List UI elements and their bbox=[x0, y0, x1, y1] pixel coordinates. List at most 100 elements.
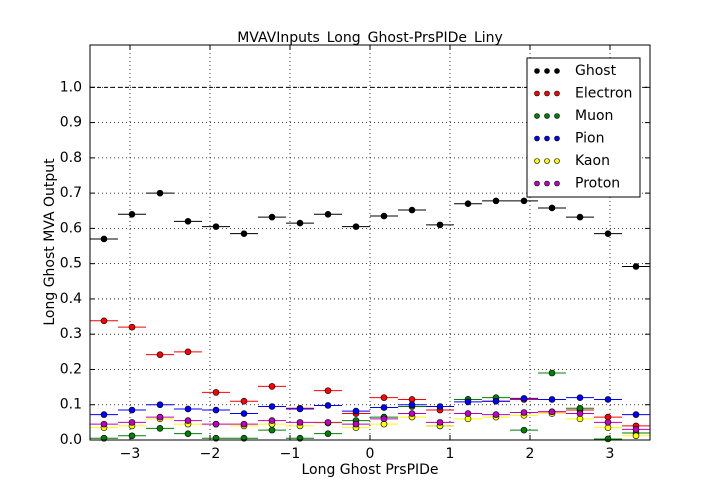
data-point bbox=[156, 413, 164, 421]
y-tick-label: 0.1 bbox=[60, 397, 82, 413]
legend-marker bbox=[534, 90, 540, 97]
data-point bbox=[212, 406, 220, 414]
data-point bbox=[380, 394, 388, 401]
y-tick-label: 0.7 bbox=[60, 185, 82, 201]
data-point bbox=[240, 230, 248, 237]
data-point bbox=[156, 401, 164, 409]
y-tick-label: 0.5 bbox=[60, 256, 82, 272]
data-point bbox=[492, 397, 500, 405]
legend-marker bbox=[544, 135, 550, 142]
data-point bbox=[464, 398, 472, 406]
data-point bbox=[548, 396, 556, 403]
legend-marker bbox=[554, 158, 560, 164]
data-point bbox=[632, 432, 640, 440]
data-point bbox=[268, 213, 276, 221]
data-point bbox=[352, 407, 360, 415]
plot-frame bbox=[89, 44, 651, 441]
data-point bbox=[184, 218, 192, 225]
data-point bbox=[632, 426, 640, 433]
y-tick-label: 0.2 bbox=[60, 361, 82, 377]
y-tick-label: 0.4 bbox=[60, 291, 82, 307]
data-point bbox=[380, 415, 388, 423]
data-point bbox=[436, 419, 444, 426]
data-point bbox=[128, 419, 136, 426]
data-point bbox=[128, 432, 136, 440]
data-point bbox=[604, 435, 612, 443]
data-point bbox=[408, 401, 416, 409]
data-point bbox=[464, 200, 472, 208]
legend-marker bbox=[544, 113, 550, 119]
data-point bbox=[324, 430, 332, 437]
chart-title: MVAVInputs_Long_Ghost-PrsPIDe_Liny bbox=[237, 30, 503, 46]
data-point bbox=[492, 411, 500, 418]
data-point bbox=[268, 417, 276, 424]
data-point bbox=[240, 397, 248, 405]
y-tick-label: 1.0 bbox=[60, 79, 82, 95]
data-point bbox=[212, 223, 220, 230]
data-point bbox=[268, 383, 276, 390]
data-point bbox=[324, 387, 332, 394]
y-tick-label: 0.8 bbox=[60, 150, 82, 166]
data-point bbox=[352, 420, 360, 428]
legend-label: Ghost bbox=[575, 63, 617, 79]
data-point bbox=[576, 213, 584, 221]
x-tick-label: −2 bbox=[200, 446, 221, 462]
x-tick-label: 3 bbox=[606, 446, 615, 462]
legend-label: Pion bbox=[575, 131, 604, 147]
x-tick-label: −3 bbox=[120, 446, 141, 462]
data-point bbox=[436, 221, 444, 229]
legend-marker bbox=[534, 68, 540, 74]
data-point bbox=[352, 223, 360, 230]
y-tick-label: 0.0 bbox=[60, 432, 82, 448]
data-point bbox=[380, 404, 388, 411]
x-tick-label: −1 bbox=[280, 446, 301, 462]
data-point bbox=[464, 410, 472, 417]
data-point bbox=[520, 395, 528, 402]
data-point bbox=[324, 210, 332, 218]
x-axis-label: Long Ghost PrsPIDe bbox=[301, 462, 438, 478]
data-point bbox=[492, 197, 500, 205]
data-point bbox=[184, 430, 192, 437]
data-point bbox=[520, 409, 528, 416]
y-axis-label: Long Ghost MVA Output bbox=[42, 158, 58, 326]
data-point bbox=[296, 419, 304, 426]
legend-marker bbox=[544, 158, 550, 164]
data-point bbox=[240, 420, 248, 428]
legend-marker bbox=[544, 180, 550, 187]
legend-marker bbox=[554, 68, 560, 74]
data-point bbox=[184, 348, 192, 356]
data-point bbox=[548, 408, 556, 416]
legend-marker bbox=[554, 113, 560, 119]
data-point bbox=[100, 420, 108, 428]
data-point bbox=[184, 405, 192, 413]
legend-marker bbox=[544, 90, 550, 97]
legend-marker bbox=[534, 180, 540, 187]
data-point bbox=[212, 389, 220, 396]
data-point bbox=[268, 403, 276, 410]
data-point bbox=[632, 411, 640, 418]
legend-label: Proton bbox=[575, 176, 620, 192]
data-point bbox=[296, 405, 304, 413]
data-point bbox=[184, 417, 192, 424]
data-point bbox=[380, 212, 388, 220]
data-point bbox=[268, 426, 276, 434]
x-tick-label: 1 bbox=[446, 446, 455, 462]
data-point bbox=[520, 426, 528, 434]
legend-box bbox=[526, 57, 641, 198]
legend-label: Muon bbox=[575, 108, 613, 124]
x-tick-label: 0 bbox=[366, 446, 375, 462]
data-point bbox=[296, 219, 304, 227]
legend-label: Electron bbox=[575, 86, 632, 102]
data-point bbox=[604, 419, 612, 426]
data-point bbox=[128, 406, 136, 414]
data-point bbox=[100, 411, 108, 418]
data-point bbox=[324, 402, 332, 409]
legend-marker bbox=[534, 158, 540, 164]
data-point bbox=[408, 410, 416, 417]
data-point bbox=[576, 410, 584, 417]
data-point bbox=[240, 410, 248, 417]
data-point bbox=[548, 204, 556, 212]
x-tick-label: 2 bbox=[526, 446, 535, 462]
legend-marker bbox=[554, 135, 560, 142]
